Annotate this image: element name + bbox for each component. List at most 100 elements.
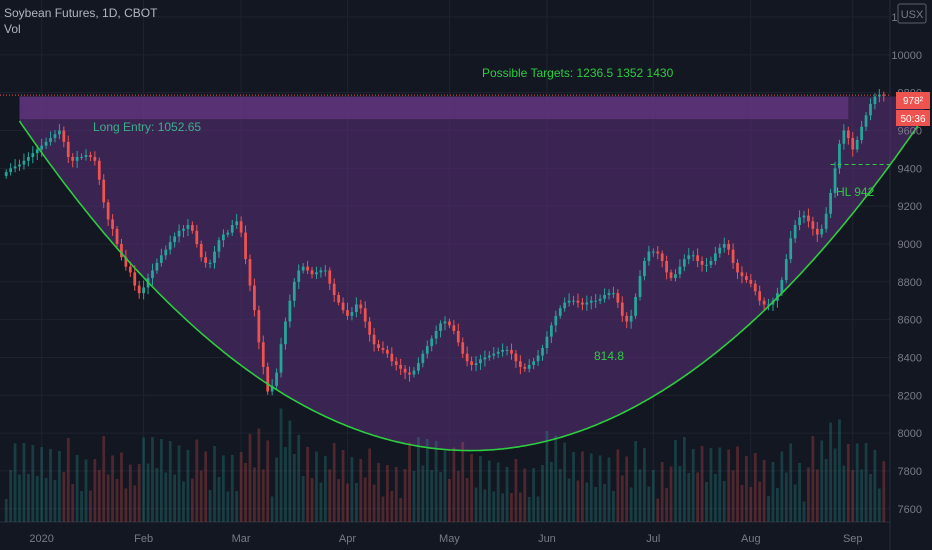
volume-bar xyxy=(146,463,150,522)
volume-bar xyxy=(253,467,256,522)
volume-bar xyxy=(771,462,775,522)
candle-body xyxy=(84,155,88,157)
candle-body xyxy=(354,304,358,313)
candle-body xyxy=(421,353,425,364)
candle-body xyxy=(492,353,496,356)
y-tick-label: 9600 xyxy=(898,126,922,138)
volume-bar xyxy=(833,448,837,522)
candle-body xyxy=(713,253,717,261)
volume-bar xyxy=(368,448,372,522)
volume-bar xyxy=(527,497,531,522)
candle-body xyxy=(616,293,620,303)
candle-body xyxy=(607,293,611,296)
volume-bar xyxy=(749,487,753,522)
candle-body xyxy=(873,96,877,105)
volume-bar xyxy=(394,467,398,522)
volume-bar xyxy=(567,478,571,522)
volume-bar xyxy=(829,422,832,522)
candle-body xyxy=(425,346,429,354)
volume-bar xyxy=(168,441,172,522)
volume-bar xyxy=(496,462,500,522)
symbol-title: Soybean Futures, 1D, CBOT xyxy=(4,6,158,20)
candle-body xyxy=(390,353,394,362)
volume-bar xyxy=(58,451,61,522)
volume-bar xyxy=(647,486,651,522)
candle-body xyxy=(430,338,434,347)
volume-bar xyxy=(315,451,318,522)
volume-bar xyxy=(709,448,713,522)
candle-body xyxy=(377,344,380,348)
volume-bar xyxy=(776,488,779,522)
volume-bar xyxy=(177,445,181,522)
volume-bar xyxy=(483,489,487,522)
candle-body xyxy=(705,264,708,266)
cup-fill xyxy=(19,96,924,451)
volume-bar xyxy=(869,474,872,522)
volume-bar xyxy=(594,487,598,522)
candle-body xyxy=(44,141,48,146)
time-axis[interactable]: 2020 Feb Mar Apr May Jun Jul Aug Sep xyxy=(29,533,862,545)
candle-body xyxy=(448,321,451,326)
volume-bar xyxy=(815,469,819,522)
volume-bar xyxy=(434,441,438,522)
candle-body xyxy=(310,270,314,275)
candle-body xyxy=(4,172,8,176)
volume-bar xyxy=(718,447,722,522)
candle-body xyxy=(97,160,101,180)
candle-body xyxy=(284,321,287,345)
volume-bar xyxy=(310,478,314,522)
volume-bar xyxy=(514,459,518,522)
candle-body xyxy=(727,243,731,250)
candle-body xyxy=(182,228,185,231)
candle-body xyxy=(168,242,172,250)
volume-bar xyxy=(332,443,336,522)
volume-bar xyxy=(691,449,695,522)
candle-body xyxy=(456,330,460,343)
volume-bar xyxy=(532,468,536,522)
timer-label: 50:36 xyxy=(900,114,925,125)
price-lines xyxy=(0,94,890,166)
candle-body xyxy=(811,221,815,229)
candle-body xyxy=(403,368,407,373)
volume-bar xyxy=(337,479,341,522)
candle-body xyxy=(261,342,265,367)
volume-bar xyxy=(793,484,797,522)
price-axis[interactable]: 7600 7800 8000 8200 8400 8600 8800 9000 9200 9400… xyxy=(891,12,922,516)
candle-body xyxy=(128,266,132,273)
candle-body xyxy=(31,153,35,157)
candle-body xyxy=(687,255,691,260)
cup-arc-layer xyxy=(18,116,925,452)
volume-bar xyxy=(213,446,216,522)
volume-bar xyxy=(173,474,177,522)
currency-badge[interactable] xyxy=(897,3,927,24)
volume-bar xyxy=(678,466,682,522)
volume-bar xyxy=(736,446,739,522)
volume-bar xyxy=(279,408,283,522)
candle-body xyxy=(394,361,398,366)
volume-bar xyxy=(412,471,416,522)
volume-bar xyxy=(230,455,234,522)
candle-body xyxy=(204,257,208,263)
candle-body xyxy=(270,385,274,392)
candle-body xyxy=(815,228,819,235)
volume-bar xyxy=(722,481,726,522)
volume-bar xyxy=(479,456,482,522)
volume-bar xyxy=(452,447,456,522)
candle-body xyxy=(288,300,292,322)
volume-bar xyxy=(607,457,611,522)
currency-label: USX xyxy=(901,9,924,21)
candle-body xyxy=(417,363,420,371)
y-tick-label: 7600 xyxy=(898,504,922,516)
candle-body xyxy=(49,138,52,142)
volume-bar xyxy=(386,465,389,522)
candle-body xyxy=(731,249,735,263)
volume-bar xyxy=(111,455,114,522)
x-tick-label: 2020 xyxy=(29,533,53,545)
volume-bar xyxy=(665,488,668,522)
candle-body xyxy=(518,361,522,367)
candle-body xyxy=(372,334,376,345)
volume-bar xyxy=(443,450,447,522)
candle-body xyxy=(483,357,487,360)
candle-body xyxy=(461,342,465,354)
candle-body xyxy=(159,255,163,263)
